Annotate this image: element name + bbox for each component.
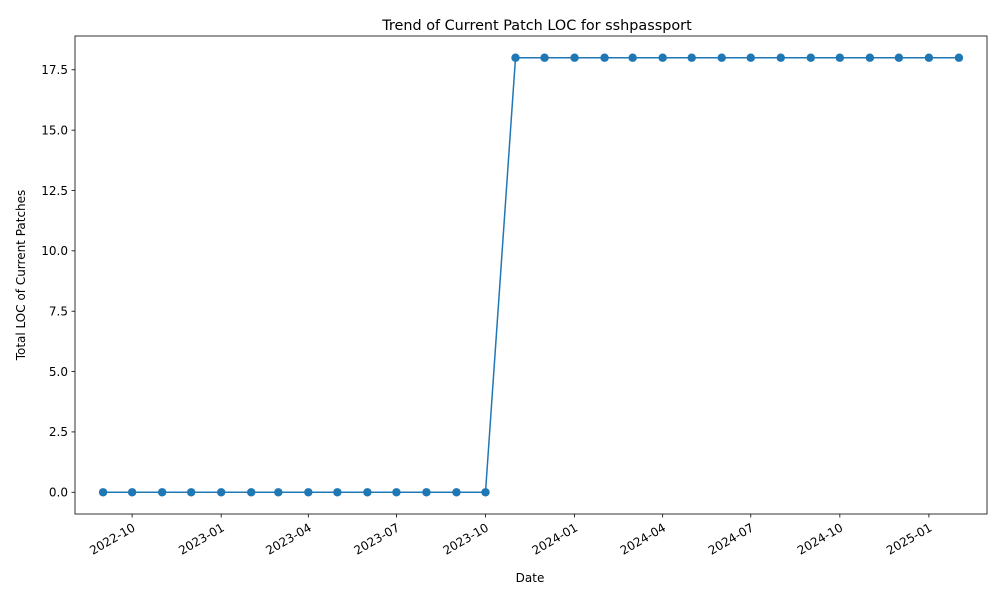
chart-title: Trend of Current Patch LOC for sshpasspo…	[381, 18, 692, 34]
data-point	[806, 53, 815, 62]
plot-frame	[74, 35, 988, 515]
data-point	[274, 488, 283, 497]
y-tick-label: 0.0	[49, 486, 68, 500]
data-point	[628, 53, 637, 62]
data-point	[865, 53, 875, 62]
data-point	[186, 488, 196, 497]
plot-area	[98, 53, 964, 497]
data-point	[540, 53, 549, 62]
data-point	[392, 488, 401, 497]
data-point	[924, 53, 934, 62]
series-line	[103, 56, 959, 494]
y-tick-label: 5.0	[49, 365, 68, 379]
data-point	[746, 53, 755, 62]
data-point	[600, 53, 609, 62]
y-axis-label: Total LOC of Current Patches	[14, 190, 28, 362]
y-tick-label: 12.5	[41, 184, 68, 198]
y-tick-label: 2.5	[49, 425, 68, 439]
data-point	[422, 488, 431, 497]
y-axis: 0.0 2.5 5.0 7.5 10.0 12.5 15.0 17.5	[41, 63, 75, 500]
data-point	[776, 53, 785, 62]
y-tick-label: 7.5	[49, 305, 68, 319]
data-point	[687, 53, 696, 62]
data-point	[954, 53, 964, 62]
data-point	[363, 488, 372, 497]
data-point	[304, 488, 313, 497]
x-axis-label: Date	[516, 571, 545, 585]
data-point	[570, 53, 579, 62]
data-point	[157, 488, 167, 497]
y-tick-label: 10.0	[41, 244, 68, 258]
y-tick-label: 15.0	[41, 123, 68, 137]
data-point	[511, 53, 520, 62]
data-point	[835, 53, 845, 62]
y-tick-label: 17.5	[41, 63, 68, 77]
data-point	[481, 488, 490, 497]
data-point	[127, 488, 137, 497]
data-point	[247, 488, 256, 497]
data-point	[717, 53, 726, 62]
data-point	[333, 488, 342, 497]
data-point	[894, 53, 904, 62]
data-point	[452, 488, 461, 497]
data-point	[216, 488, 226, 497]
data-point	[658, 53, 667, 62]
data-point	[98, 488, 108, 497]
